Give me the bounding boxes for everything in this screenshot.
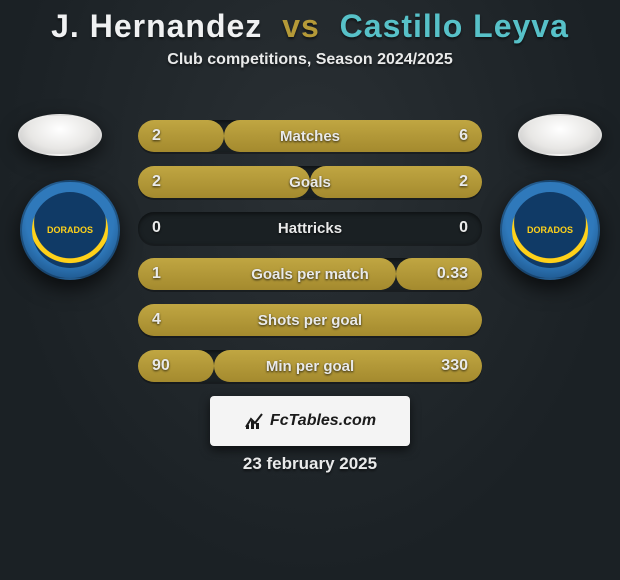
club-badge-text-left: DORADOS	[32, 192, 108, 268]
stat-value-left: 2	[152, 173, 161, 191]
vs-separator: vs	[272, 8, 330, 44]
stat-label: Min per goal	[266, 358, 354, 375]
player2-avatar-placeholder	[518, 114, 602, 156]
stat-row: 2 6 Matches	[138, 120, 482, 152]
branding-chart-icon	[244, 411, 264, 431]
stat-value-left: 0	[152, 219, 161, 237]
player1-name: J. Hernandez	[51, 8, 262, 44]
stat-label: Hattricks	[278, 220, 342, 237]
stat-row: 4 Shots per goal	[138, 304, 482, 336]
stat-label: Matches	[280, 128, 340, 145]
player2-name: Castillo Leyva	[340, 8, 569, 44]
stat-value-left: 1	[152, 265, 161, 283]
stat-value-right: 6	[459, 127, 468, 145]
stat-label: Goals per match	[251, 266, 369, 283]
stat-value-left: 90	[152, 357, 170, 375]
branding-badge: FcTables.com	[210, 396, 410, 446]
stat-fill-left	[138, 166, 310, 198]
stat-fill-right	[310, 166, 482, 198]
comparison-card: J. Hernandez vs Castillo Leyva Club comp…	[0, 0, 620, 580]
club-badge-text-right: DORADOS	[512, 192, 588, 268]
page-title: J. Hernandez vs Castillo Leyva	[0, 0, 620, 45]
stat-value-right: 330	[441, 357, 468, 375]
stat-value-right: 2	[459, 173, 468, 191]
stat-fill-left	[138, 350, 214, 382]
player1-club-badge: DORADOS	[20, 180, 120, 280]
stat-row: 0 0 Hattricks	[138, 212, 482, 244]
stats-list: 2 6 Matches 2 2 Goals 0 0 Hattricks 1 0.33 Goals pe…	[138, 120, 482, 396]
stat-row: 90 330 Min per goal	[138, 350, 482, 382]
stat-fill-right	[224, 120, 482, 152]
stat-value-right: 0	[459, 219, 468, 237]
subtitle: Club competitions, Season 2024/2025	[0, 51, 620, 69]
stat-value-right: 0.33	[437, 265, 468, 283]
date-text: 23 february 2025	[0, 454, 620, 474]
stat-value-left: 2	[152, 127, 161, 145]
branding-text: FcTables.com	[270, 412, 376, 430]
stat-row: 2 2 Goals	[138, 166, 482, 198]
stat-value-left: 4	[152, 311, 161, 329]
stat-label: Goals	[289, 174, 331, 191]
stat-fill-left	[138, 120, 224, 152]
stat-row: 1 0.33 Goals per match	[138, 258, 482, 290]
player1-avatar-placeholder	[18, 114, 102, 156]
stat-label: Shots per goal	[258, 312, 362, 329]
player2-club-badge: DORADOS	[500, 180, 600, 280]
